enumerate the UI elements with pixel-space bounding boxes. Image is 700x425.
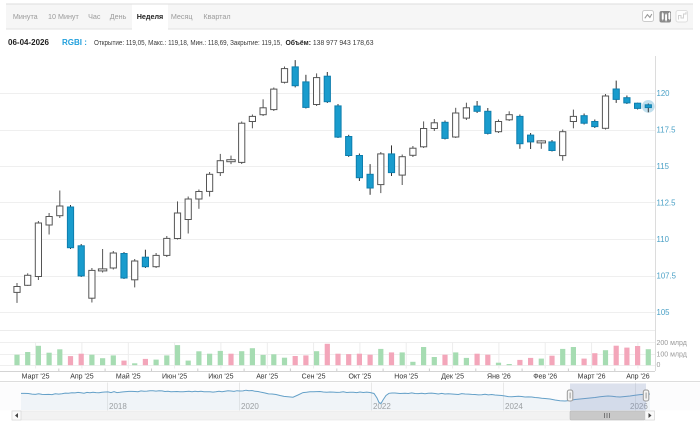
svg-text:Неделя: Неделя: [137, 12, 164, 21]
svg-text:Минута: Минута: [13, 12, 38, 21]
svg-text:Час: Час: [88, 12, 101, 21]
svg-text:110: 110: [657, 235, 670, 244]
svg-text:RGBI :: RGBI :: [62, 38, 87, 47]
svg-text:112.5: 112.5: [657, 198, 677, 207]
svg-text:Янв '26: Янв '26: [487, 373, 511, 380]
svg-text:10 Минут: 10 Минут: [48, 12, 80, 21]
svg-text:2020: 2020: [241, 402, 259, 411]
svg-text:200 млрд: 200 млрд: [657, 340, 687, 347]
svg-text:0: 0: [657, 362, 661, 369]
svg-text:Сен '25: Сен '25: [302, 373, 326, 380]
svg-text:2024: 2024: [505, 402, 523, 411]
svg-text:Июн '25: Июн '25: [162, 373, 187, 380]
svg-text:2026: 2026: [630, 402, 648, 411]
svg-text:Месяц: Месяц: [171, 12, 193, 21]
svg-text:107.5: 107.5: [657, 271, 677, 280]
svg-text:06-04-2026: 06-04-2026: [8, 38, 49, 47]
svg-text:Объём: 138 977 943 178,63: Объём: 138 977 943 178,63: [286, 39, 374, 47]
svg-text:Авг '25: Авг '25: [256, 373, 278, 380]
svg-text:Дек '25: Дек '25: [441, 373, 464, 380]
svg-text:2022: 2022: [373, 402, 391, 411]
svg-text:100 млрд: 100 млрд: [657, 351, 687, 358]
svg-text:Апр '25: Апр '25: [70, 373, 94, 380]
svg-text:Окт '25: Окт '25: [348, 373, 371, 380]
svg-text:День: День: [110, 12, 127, 21]
svg-text:2018: 2018: [109, 402, 127, 411]
svg-text:Фев '26: Фев '26: [533, 373, 557, 380]
svg-text:115: 115: [657, 162, 670, 171]
svg-text:120: 120: [657, 89, 671, 98]
svg-text:Март '26: Март '26: [578, 373, 606, 380]
svg-text:Апр '26: Апр '26: [626, 373, 650, 380]
svg-text:105: 105: [657, 308, 671, 317]
svg-text:117.5: 117.5: [657, 125, 677, 134]
svg-text:Март '25: Март '25: [22, 373, 50, 380]
svg-text:Ноя '25: Ноя '25: [394, 373, 418, 380]
svg-text:Май '25: Май '25: [116, 372, 141, 380]
svg-text:Открытие: 119,05, Макс.: 119,1: Открытие: 119,05, Макс.: 119,18, Мин.: 1…: [94, 40, 282, 47]
svg-text:Июл '25: Июл '25: [208, 373, 233, 380]
svg-text:Квартал: Квартал: [203, 12, 230, 21]
